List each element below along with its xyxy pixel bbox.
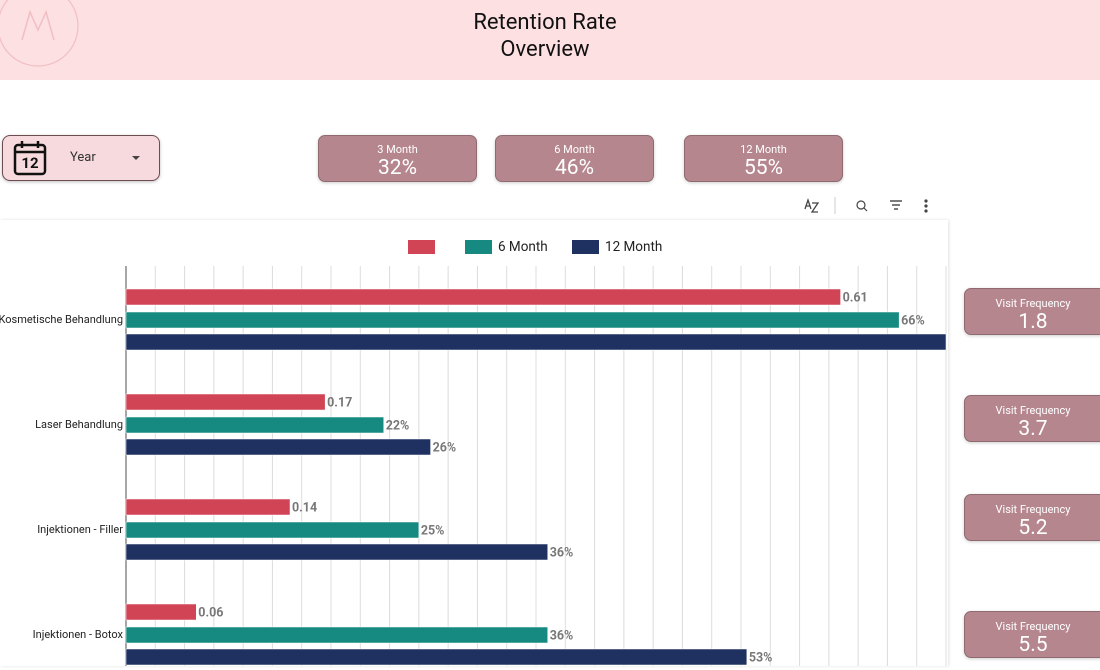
bar: [125, 333, 947, 351]
legend-label: 12 Month: [605, 239, 662, 255]
kpi-value: 32%: [378, 156, 417, 180]
visit-frequency-card: Visit Frequency 5.2: [964, 494, 1100, 541]
bar: [125, 603, 197, 621]
y-tick-label: Injektionen - Botox: [33, 628, 124, 641]
data-label: 25%: [421, 523, 445, 538]
data-label: 22%: [386, 418, 410, 433]
data-label: 0.06: [198, 605, 223, 620]
visit-frequency-label: Visit Frequency: [995, 297, 1071, 310]
kpi-card: 6 Month 46%: [495, 135, 654, 182]
chart-panel: 0.6166%70%0.1722%26%0.1425%36%0.0636%53%…: [0, 220, 948, 666]
filter-label: Year: [70, 150, 96, 165]
kpi-card: 12 Month 55%: [684, 135, 843, 182]
kpi-card: 3 Month 32%: [318, 135, 477, 182]
title-line: Overview: [500, 37, 590, 62]
bar: [125, 288, 841, 306]
bar: [125, 438, 431, 456]
data-label: 0.14: [292, 500, 317, 515]
logo: [0, 0, 79, 67]
legend-label: 6 Month: [498, 239, 548, 255]
bar: [125, 648, 748, 666]
bar: [125, 498, 291, 516]
bar: [125, 521, 420, 539]
y-tick-label: Kosmetische Behandlung: [0, 313, 123, 326]
bar: [125, 393, 326, 411]
zoom-button[interactable]: [856, 200, 868, 212]
calendar-day: 12: [21, 154, 39, 172]
bar: [125, 416, 384, 434]
legend-swatch: [572, 240, 599, 254]
visit-frequency-value: 1.8: [1018, 310, 1048, 334]
visit-frequency-card: Visit Frequency 3.7: [964, 395, 1100, 442]
chart-toolbar: [804, 197, 928, 214]
y-tick-label: Laser Behandlung: [35, 418, 123, 431]
y-tick-label: Injektionen - Filler: [37, 523, 123, 536]
data-label: 36%: [550, 545, 574, 560]
kpi-label: 6 Month: [554, 143, 595, 156]
filter-button[interactable]: [890, 200, 902, 210]
bar-chart: 0.6166%70%0.1722%26%0.1425%36%0.0636%53%…: [0, 239, 947, 666]
dropdown-arrow: [132, 156, 140, 160]
data-label: 0.17: [327, 395, 352, 410]
kpi-value: 55%: [744, 156, 783, 180]
header: Retention Rate Overview: [0, 0, 1100, 80]
data-label: 66%: [901, 313, 925, 328]
legend-swatch: [408, 240, 435, 254]
calendar-icon: 12: [13, 141, 47, 176]
kpi-label: 3 Month: [377, 143, 418, 156]
kpi-value: 46%: [555, 156, 594, 180]
bar: [125, 626, 548, 644]
year-filter[interactable]: 12 Year: [2, 135, 160, 181]
visit-frequency-value: 5.5: [1018, 633, 1048, 657]
visit-frequency-value: 5.2: [1018, 516, 1048, 540]
title-line: Retention Rate: [473, 10, 617, 35]
data-label: 53%: [749, 650, 773, 665]
data-label: 26%: [433, 440, 457, 455]
sort-button[interactable]: [804, 197, 820, 213]
visit-frequency-label: Visit Frequency: [995, 620, 1071, 633]
visit-frequency-card: Visit Frequency 5.5: [964, 611, 1100, 658]
kpi-label: 12 Month: [740, 143, 787, 156]
data-label: 36%: [550, 628, 574, 643]
bar: [125, 311, 900, 329]
more-button[interactable]: [924, 199, 928, 213]
visit-frequency-label: Visit Frequency: [995, 503, 1071, 516]
visit-frequency-label: Visit Frequency: [995, 404, 1071, 417]
visit-frequency-value: 3.7: [1018, 417, 1048, 441]
visit-frequency-card: Visit Frequency 1.8: [964, 288, 1100, 335]
data-label: 0.61: [843, 290, 868, 305]
bar: [125, 543, 548, 561]
legend-swatch: [465, 240, 492, 254]
